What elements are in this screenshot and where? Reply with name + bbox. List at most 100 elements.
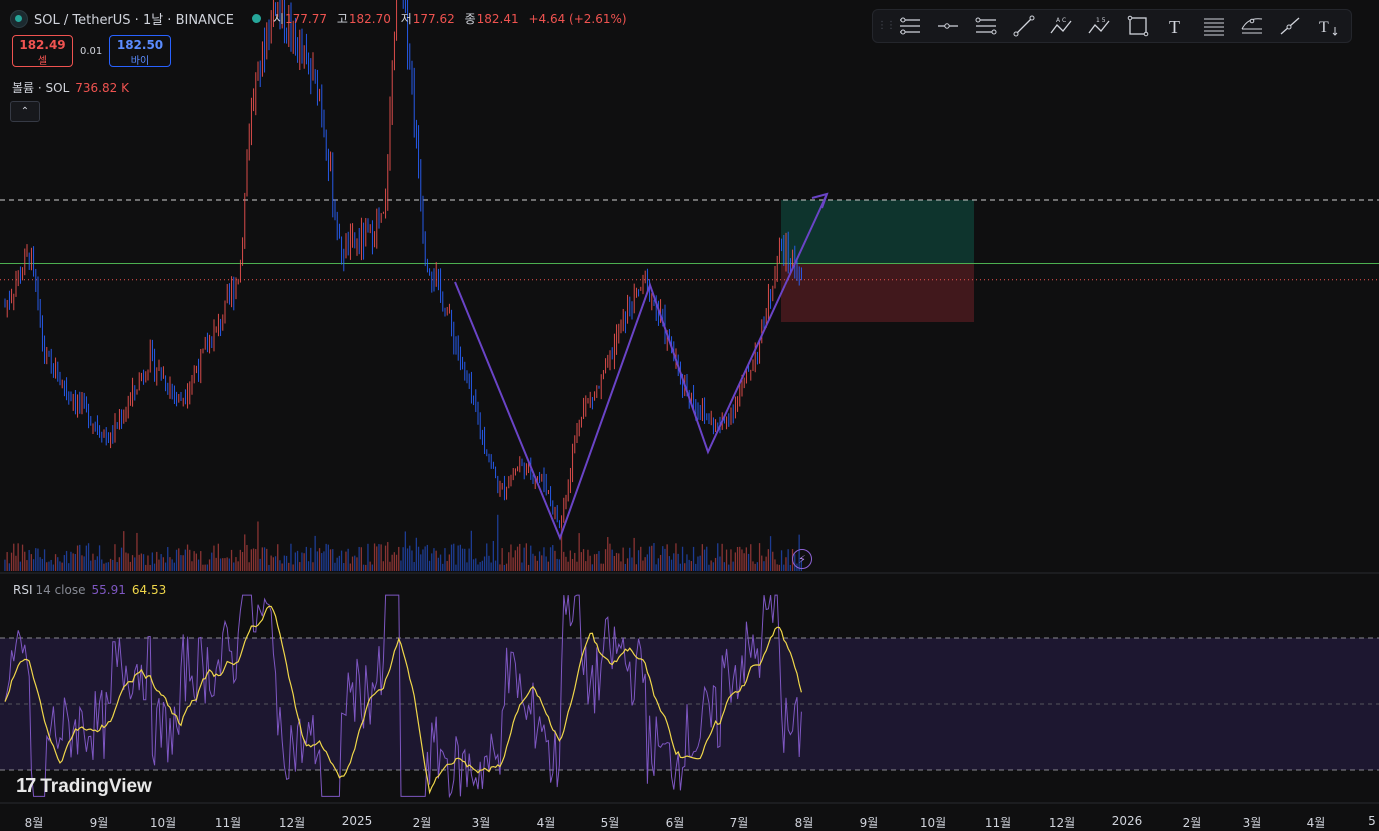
volume-bar [714,557,717,571]
volume-bar [222,558,224,571]
volume-bar [147,555,149,571]
volume-bar [54,554,57,571]
volume-bar [611,549,613,571]
symbol-header[interactable]: SOL / TetherUS · 1날 · BINANCE 시177.77 고1… [10,9,633,28]
volume-bar [761,555,763,571]
volume-bar [772,551,774,571]
volume-bar [701,544,703,571]
collapse-legend-button[interactable]: ⌃ [10,101,40,122]
stop-zone [781,263,974,322]
volume-bar [235,557,237,571]
low-value: 177.62 [412,12,455,26]
volume-bar [259,558,261,571]
volume-bar [477,564,479,571]
projection-arrow [784,195,827,286]
volume-bar [94,559,96,571]
volume-bar [400,560,402,571]
volume-bar [448,554,450,571]
volume-bar [356,557,358,571]
rsi-legend[interactable]: RSI 14 close 55.91 64.53 [13,583,166,597]
volume-bar [15,555,17,571]
volume-bar [558,559,560,571]
volume-bar [127,553,129,571]
drag-handle-icon[interactable]: ⋮⋮ [877,20,896,31]
volume-bar [673,553,675,571]
volume-bar [74,554,76,571]
volume-bar [272,557,274,571]
volume-bar [387,542,389,571]
volume-bar [657,558,659,571]
volume-bar [475,558,477,571]
volume-bar [156,551,158,571]
sell-button[interactable]: 182.49 셀 [12,35,73,67]
horizontal-ray-icon[interactable] [929,11,967,41]
volume-bar [402,547,404,571]
volume-bar [538,551,541,571]
volume-bar [263,547,266,571]
volume-bar [329,549,332,571]
fib-retracement-icon[interactable] [1195,11,1233,41]
volume-bar [593,554,596,571]
volume-bar [695,563,697,571]
fib-extension-icon[interactable] [1233,11,1271,41]
volume-bar [728,564,730,571]
volume-bar [285,555,288,571]
volume-bar [512,557,514,571]
volume-bar [580,552,582,571]
svg-text:T: T [1319,19,1329,36]
elliott-wave-icon[interactable]: 1 5 [1081,11,1119,41]
volume-bar [378,544,380,571]
x-tick-label: 9월 [89,816,109,830]
volume-bar [692,546,695,571]
volume-bar [226,557,228,571]
symbol-title[interactable]: SOL / TetherUS · 1날 · BINANCE [34,13,234,28]
volume-bar [510,544,512,571]
volume-bar [255,549,257,571]
rectangle-icon[interactable] [1119,11,1157,41]
volume-bar [571,558,574,571]
volume-legend[interactable]: 볼륨 · SOL 736.82 K [12,79,129,96]
volume-bar [640,546,642,571]
trend-line-icon[interactable] [1005,11,1043,41]
volume-bar [195,553,197,571]
volume-bar [123,531,125,571]
volume-bar [68,563,70,571]
volume-bar [162,557,164,571]
info-line-icon[interactable] [891,11,929,41]
volume-bar [442,563,444,571]
brand-name: TradingView [40,775,152,797]
drawing-toolbar: ⋮⋮ A C 1 5 T T [872,9,1352,43]
volume-bar [659,554,662,571]
tradingview-logo[interactable]: 17 TradingView [16,775,152,798]
volume-bar [395,554,398,571]
volume-bar [736,546,739,571]
volume-bar [574,552,576,571]
parallel-channel-icon[interactable] [967,11,1005,41]
volume-bar [296,550,299,571]
volume-bar [644,557,646,571]
text-icon[interactable]: T [1157,11,1195,41]
volume-bar [415,537,417,571]
volume-bar [8,563,10,571]
x-tick-label: 4월 [536,816,556,830]
volume-bar [505,563,508,571]
volume-bar [129,561,131,571]
text-tool-icon[interactable]: T [1309,11,1347,41]
volume-bar [83,556,85,571]
volume-bar [362,564,365,571]
volume-bar [169,557,171,571]
flash-icon[interactable]: ⚡ [792,549,812,569]
abc-pattern-icon[interactable]: A C [1043,11,1081,41]
volume-bar [393,552,395,571]
volume-bar [620,561,622,571]
change-value: +4.64 (+2.61%) [528,12,627,26]
buy-button[interactable]: 182.50 바이 [109,35,171,67]
volume-bar [563,551,565,571]
ray-icon[interactable] [1271,11,1309,41]
volume-bar [684,563,686,571]
volume-bar [409,545,411,571]
volume-bar [72,553,74,571]
close-value: 182.41 [476,12,519,26]
volume-bar [486,543,488,571]
